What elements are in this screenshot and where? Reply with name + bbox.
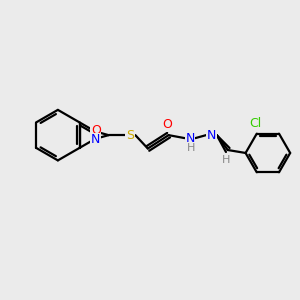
Text: N: N (207, 129, 216, 142)
Text: N: N (91, 133, 101, 146)
Text: S: S (126, 129, 134, 142)
Text: O: O (162, 118, 172, 131)
Text: O: O (91, 124, 101, 137)
Text: H: H (222, 155, 230, 165)
Text: H: H (186, 143, 195, 153)
Text: N: N (185, 132, 195, 145)
Text: Cl: Cl (249, 117, 261, 130)
